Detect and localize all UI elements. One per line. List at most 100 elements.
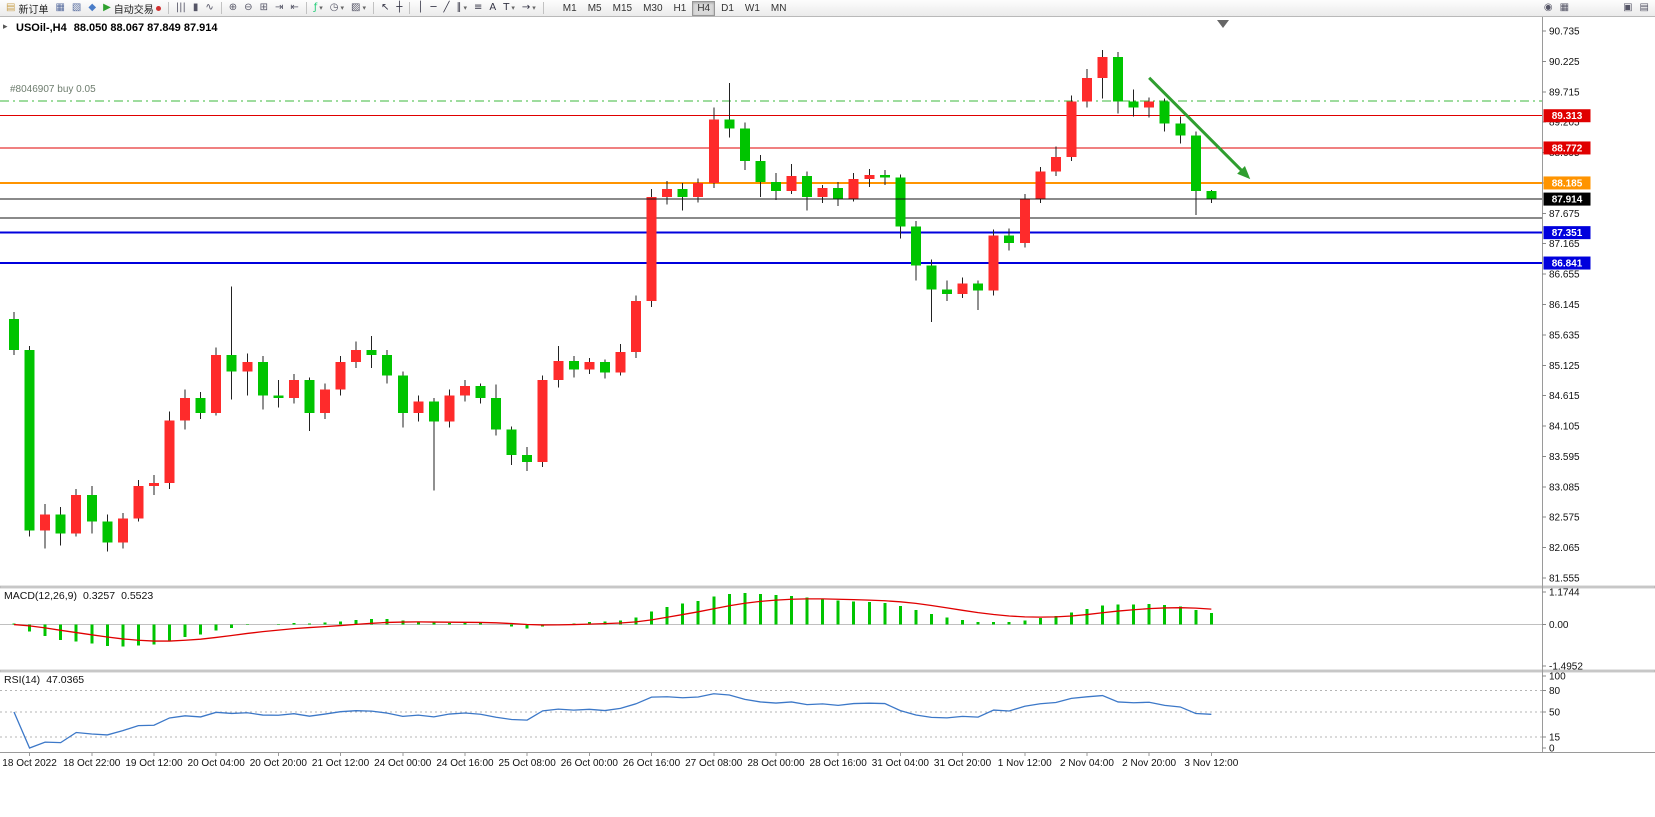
pivot-line-orange-badge[interactable]: [1543, 176, 1591, 190]
time-axis-label: 21 Oct 12:00: [312, 758, 370, 769]
price-scale-label: 85.125: [1549, 361, 1580, 372]
chevron-down-icon: ▾: [319, 5, 323, 12]
candle-body: [537, 379, 548, 463]
chevron-down-icon: ▾: [463, 5, 468, 12]
market-watch-icon: ▤: [1639, 2, 1649, 13]
candle-body: [506, 429, 517, 455]
candle-body: [662, 189, 673, 197]
price-scale-label: 90.735: [1549, 27, 1580, 38]
data-window-button[interactable]: ▣: [1620, 1, 1635, 16]
crosshair-button[interactable]: ┼: [393, 1, 405, 16]
trendline-button[interactable]: ╱: [440, 1, 452, 16]
candle-body: [615, 351, 626, 373]
candle-body: [86, 494, 97, 522]
support-line-blue-upper-badge[interactable]: [1543, 226, 1591, 240]
bar-chart-button[interactable]: |||: [173, 1, 189, 16]
candle-body: [1113, 56, 1124, 102]
candle-body: [1035, 171, 1046, 199]
time-axis-label: 18 Oct 22:00: [63, 758, 121, 769]
periods-button[interactable]: ◷ ▾: [327, 1, 347, 16]
timeframe-h1[interactable]: H1: [673, 2, 687, 14]
label-button[interactable]: T ▾: [500, 1, 518, 16]
indicators-button[interactable]: ƒ ▾: [311, 1, 326, 16]
time-axis[interactable]: [0, 753, 1542, 773]
vertical-line-icon: │: [417, 2, 424, 13]
zoom-in-icon: ⊕: [228, 2, 238, 13]
candle-chart-button[interactable]: ▮: [190, 1, 202, 16]
timeframe-m15[interactable]: M15: [612, 2, 633, 14]
candle-body: [257, 362, 268, 396]
resistance-line-upper-badge[interactable]: [1543, 109, 1591, 123]
tile-windows-button[interactable]: ⊞: [257, 1, 271, 16]
templates-button[interactable]: ▨ ▾: [348, 1, 369, 16]
time-axis-label: 26 Oct 00:00: [561, 758, 619, 769]
chart-shift-marker[interactable]: [1217, 20, 1229, 28]
rsi-line: [13, 693, 1212, 749]
timeframe-m1[interactable]: M1: [562, 2, 577, 14]
search-button[interactable]: ◉: [1541, 1, 1556, 16]
timeframe-h4[interactable]: H4: [692, 0, 716, 16]
new-order-button-label: 新订单: [18, 4, 49, 16]
candle-body: [833, 188, 844, 199]
candle-body: [770, 182, 781, 191]
price-axis[interactable]: [1543, 17, 1655, 752]
profiles-button[interactable]: ▧: [69, 1, 84, 16]
candle-body: [288, 379, 299, 398]
chart-shift-button[interactable]: ⇤: [287, 1, 301, 16]
line-chart-button[interactable]: ∿: [202, 1, 216, 16]
time-axis-label: 2 Nov 04:00: [1060, 758, 1114, 769]
time-axis-label: 28 Oct 16:00: [810, 758, 868, 769]
one-click-trading-toggle[interactable]: ▸: [3, 21, 8, 31]
candle-body: [926, 265, 937, 290]
cursor-button[interactable]: ↖: [378, 1, 392, 16]
support-line-blue-upper-badge-text: 87.351: [1552, 228, 1583, 239]
time-axis-label: 31 Oct 04:00: [872, 758, 930, 769]
support-line-blue-lower-badge[interactable]: [1543, 256, 1591, 270]
resistance-line-lower-badge[interactable]: [1543, 141, 1591, 155]
candle-body: [1159, 101, 1170, 124]
fibonacci-button[interactable]: ≡: [471, 1, 485, 16]
chart-shift-icon: ⇤: [290, 2, 299, 13]
candle-body: [786, 176, 797, 191]
candle-body: [646, 196, 657, 302]
zoom-out-button[interactable]: ⊖: [241, 1, 255, 16]
auto-scroll-button[interactable]: ⇥: [272, 1, 286, 16]
candle-body: [568, 360, 579, 370]
metaeditor-button[interactable]: ◆: [85, 1, 99, 16]
trend-arrow[interactable]: [1148, 76, 1246, 175]
candle-body: [1144, 101, 1155, 108]
autotrading-button[interactable]: ▶ 自动交易: [100, 1, 164, 16]
new-order-button[interactable]: ▤ 新订单: [3, 1, 51, 16]
candle-body: [444, 395, 455, 422]
timeframe-m30[interactable]: M30: [643, 2, 663, 14]
timeframe-mn[interactable]: MN: [770, 2, 787, 14]
toolbar-separator: [373, 2, 374, 14]
channel-button[interactable]: ∥ ▾: [454, 1, 471, 16]
timeframe-m5[interactable]: M5: [587, 2, 602, 14]
macd-panel-splitter[interactable]: [0, 585, 1655, 589]
zoom-in-button[interactable]: ⊕: [226, 1, 240, 16]
rsi-scale-label: 15: [1549, 733, 1561, 744]
new-chart-button[interactable]: ▦: [1557, 1, 1572, 16]
time-axis-label: 24 Oct 16:00: [436, 758, 494, 769]
vertical-line-button[interactable]: │: [414, 1, 426, 16]
arrows-button[interactable]: → ▾: [519, 1, 539, 16]
arrows-icon: →: [521, 2, 531, 13]
chart-plot-area[interactable]: [0, 17, 1655, 817]
rsi-scale-label: 0: [1549, 744, 1555, 755]
rsi-scale-label: 80: [1549, 686, 1561, 697]
horizontal-line-button[interactable]: ─: [427, 1, 439, 16]
chart-window-button[interactable]: ▦: [52, 1, 67, 16]
bar-chart-icon: |||: [175, 2, 186, 13]
autotrading-button-label: 自动交易: [113, 4, 154, 16]
timeframe-d1[interactable]: D1: [721, 2, 734, 14]
trend-arrow-head[interactable]: [1237, 165, 1251, 180]
rsi-scale-label: 50: [1549, 708, 1561, 719]
rsi-panel-splitter[interactable]: [0, 669, 1655, 673]
price-scale-label: 90.225: [1549, 57, 1580, 68]
market-watch-button[interactable]: ▤: [1637, 1, 1652, 16]
timeframe-w1[interactable]: W1: [744, 2, 760, 14]
time-axis-label: 3 Nov 12:00: [1184, 758, 1238, 769]
text-button[interactable]: A: [486, 1, 499, 16]
